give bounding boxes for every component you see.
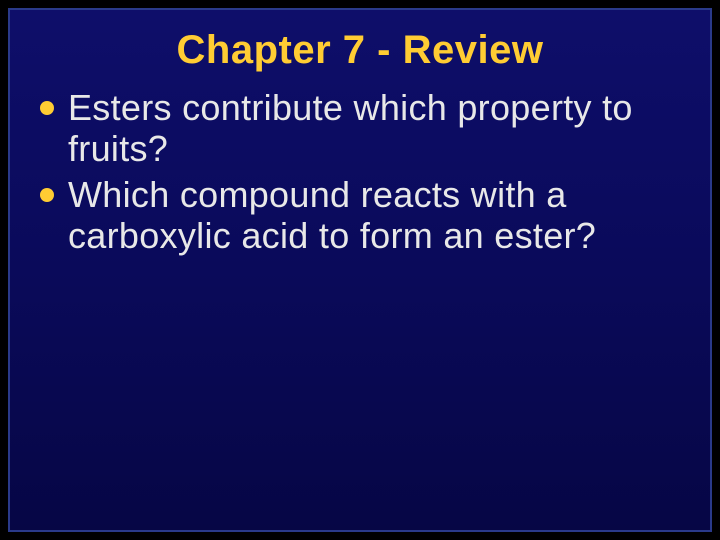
slide-title: Chapter 7 - Review [40, 28, 680, 73]
list-item: Which compound reacts with a carboxylic … [40, 174, 680, 257]
bullet-icon [40, 101, 54, 115]
bullet-text: Esters contribute which property to frui… [68, 87, 633, 169]
bullet-text: Which compound reacts with a carboxylic … [68, 174, 596, 256]
bullet-list: Esters contribute which property to frui… [40, 87, 680, 257]
list-item: Esters contribute which property to frui… [40, 87, 680, 170]
bullet-icon [40, 188, 54, 202]
slide-frame: Chapter 7 - Review Esters contribute whi… [8, 8, 712, 532]
